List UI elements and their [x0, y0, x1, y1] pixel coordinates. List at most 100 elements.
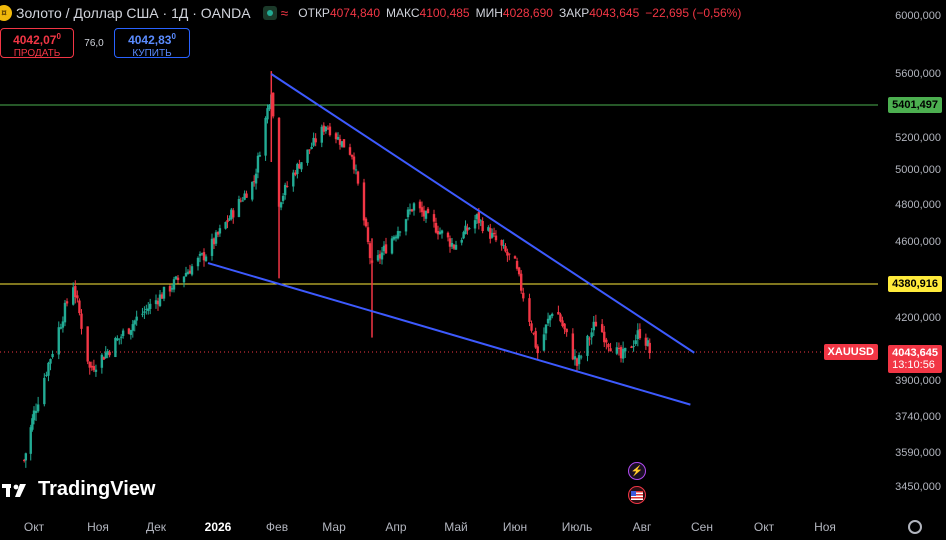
candle-body [51, 354, 54, 358]
candle-body [600, 324, 604, 333]
candle-body [306, 149, 309, 163]
candle-body [258, 155, 262, 157]
candle-body [59, 327, 63, 329]
data-delay-icon[interactable]: ≈ [280, 5, 289, 21]
candle-body [198, 253, 202, 256]
market-open-icon[interactable] [262, 6, 277, 20]
price-chart[interactable] [0, 0, 878, 510]
candle-body [102, 357, 105, 360]
time-tick: Сен [691, 520, 713, 534]
candle-body [76, 295, 79, 299]
market-status[interactable]: ≈ [262, 5, 289, 21]
candle-body [544, 324, 548, 334]
candle-body [432, 214, 436, 222]
time-axis[interactable]: Окт Ноя Дек 2026 Фев Мар Апр Май Июн Июл… [0, 510, 878, 540]
candle-body [266, 108, 269, 120]
candle-body [57, 327, 60, 355]
candle-body [418, 201, 422, 209]
candle-body [279, 202, 283, 208]
ohlc-values: ОТКР4074,840 МАКС4100,485 МИН4028,690 ЗА… [298, 6, 742, 20]
candle-body [440, 230, 444, 234]
candle-body [424, 211, 428, 219]
candle-body [176, 277, 180, 281]
candle-body [615, 347, 619, 354]
candle-body [45, 374, 48, 376]
candle-body [454, 244, 458, 250]
candle-body [479, 220, 482, 222]
candle-body [324, 126, 328, 132]
sell-button[interactable]: 4042,070 ПРОДАТЬ [0, 28, 74, 59]
candle-body [565, 328, 568, 333]
candle-body [438, 231, 442, 235]
candle-body [268, 104, 271, 110]
time-tick: Авг [632, 520, 652, 534]
us-flag-event-icon[interactable] [628, 486, 646, 504]
candle-body [120, 336, 123, 338]
gold-coin-icon: ¤ [0, 5, 12, 21]
candle-body [520, 273, 523, 291]
candle-body [239, 200, 243, 202]
candle-body [452, 244, 456, 249]
candle-body [603, 331, 606, 343]
candle-body [490, 232, 494, 238]
candle-body [264, 117, 267, 156]
price-axis[interactable]: 6000,000 5600,000 5200,000 5000,000 4800… [878, 0, 946, 510]
candle-body [551, 313, 554, 317]
candle-body [294, 172, 297, 175]
candle-body [577, 355, 581, 365]
candle-body [354, 169, 358, 171]
symbol-title[interactable]: Золото / Доллар США · 1Д · OANDA [16, 5, 251, 21]
candle-body [147, 308, 150, 311]
lightning-event-icon[interactable]: ⚡ [628, 462, 646, 480]
candle-body [410, 209, 414, 212]
candle-body [548, 315, 552, 321]
price-tick: 3900,000 [895, 375, 941, 387]
level-badge-green[interactable]: 5401,497 [888, 97, 942, 113]
candle-body [256, 155, 260, 173]
price-tick: 4200,000 [895, 312, 941, 324]
candle-body [536, 346, 539, 354]
last-price-badge[interactable]: 4043,645 13:10:56 [888, 345, 942, 373]
candle-body [168, 286, 172, 292]
candle-body [143, 311, 146, 313]
price-tick: 4600,000 [895, 236, 941, 248]
spread-value: 76,0 [84, 37, 104, 49]
candle-body [446, 232, 450, 238]
candle-body [340, 141, 344, 147]
candle-body [292, 172, 295, 187]
gear-icon[interactable] [908, 520, 922, 534]
candle-body [408, 209, 412, 212]
candle-body [646, 340, 650, 346]
candle-body [186, 271, 190, 275]
candle-body [532, 332, 535, 334]
candle-body [530, 323, 533, 331]
tradingview-logo[interactable]: TradingView [2, 478, 155, 501]
candle-body [522, 292, 525, 299]
candle-body [404, 219, 408, 232]
candle-body [34, 410, 38, 414]
symbol-header: ¤ Золото / Доллар США · 1Д · OANDA ≈ ОТК… [0, 0, 741, 26]
candle-body [362, 182, 366, 221]
candle-body [320, 126, 323, 143]
candle-body [184, 272, 188, 277]
candle-body [29, 427, 32, 454]
candle-body [464, 225, 467, 235]
candle-body [204, 256, 208, 262]
buy-button[interactable]: 4042,830 КУПИТЬ [114, 28, 190, 59]
candle-body [36, 404, 40, 412]
price-tick: 3740,000 [895, 411, 941, 423]
candle-body [546, 318, 550, 324]
candle-body [100, 354, 104, 368]
candle-body [426, 208, 430, 214]
candle-body [500, 240, 503, 246]
time-tick: 2026 [204, 520, 232, 534]
candle-body [605, 339, 608, 343]
candle-body [145, 308, 148, 310]
candle-body [24, 453, 28, 461]
candle-body [489, 228, 492, 239]
candle-body [106, 351, 109, 355]
time-tick: Июн [502, 520, 528, 534]
level-badge-yellow[interactable]: 4380,916 [888, 276, 942, 292]
price-tick: 4800,000 [895, 199, 941, 211]
